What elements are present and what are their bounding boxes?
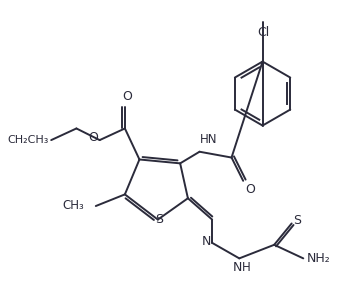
Text: HN: HN xyxy=(200,133,217,146)
Text: N: N xyxy=(202,235,211,249)
Text: O: O xyxy=(245,183,255,196)
Text: Cl: Cl xyxy=(257,26,270,39)
Text: O: O xyxy=(122,90,132,103)
Text: O: O xyxy=(88,131,98,144)
Text: NH₂: NH₂ xyxy=(307,252,331,265)
Text: S: S xyxy=(155,213,163,226)
Text: CH₂CH₃: CH₂CH₃ xyxy=(7,135,48,145)
Text: CH₃: CH₃ xyxy=(62,198,84,212)
Text: N: N xyxy=(233,261,242,274)
Text: H: H xyxy=(242,261,250,274)
Text: S: S xyxy=(293,214,302,227)
